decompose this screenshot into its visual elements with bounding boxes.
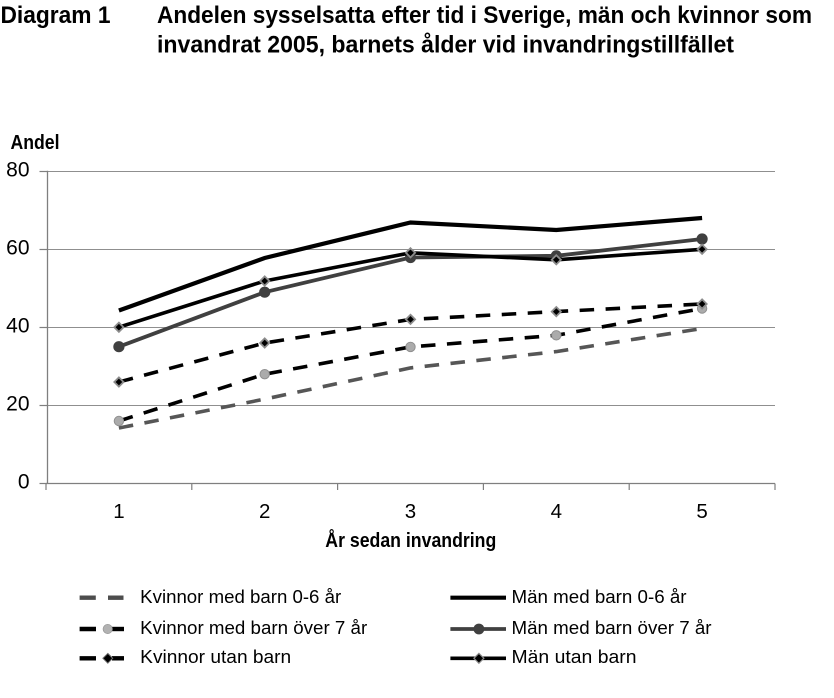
svg-text:3: 3 bbox=[405, 500, 416, 523]
svg-text:80: 80 bbox=[6, 158, 29, 181]
svg-text:Diagram 1: Diagram 1 bbox=[1, 2, 111, 29]
svg-text:0: 0 bbox=[18, 470, 30, 493]
svg-text:Män utan barn: Män utan barn bbox=[512, 647, 637, 667]
svg-text:60: 60 bbox=[6, 236, 29, 259]
svg-text:4: 4 bbox=[551, 500, 562, 523]
svg-text:1: 1 bbox=[113, 500, 124, 523]
svg-text:40: 40 bbox=[6, 314, 29, 337]
svg-text:20: 20 bbox=[6, 392, 29, 415]
svg-text:Kvinnor utan barn: Kvinnor utan barn bbox=[140, 647, 291, 667]
svg-text:2: 2 bbox=[259, 500, 270, 523]
svg-text:Män med barn 0-6 år: Män med barn 0-6 år bbox=[512, 587, 687, 607]
svg-text:Kvinnor med barn över 7 år: Kvinnor med barn över 7 år bbox=[140, 618, 367, 638]
svg-text:invandrat 2005, barnets ålder: invandrat 2005, barnets ålder vid invand… bbox=[157, 32, 734, 59]
svg-text:Andelen sysselsatta efter tid: Andelen sysselsatta efter tid i Sverige,… bbox=[157, 2, 812, 29]
svg-text:Kvinnor med barn 0-6 år: Kvinnor med barn 0-6 år bbox=[140, 587, 341, 607]
svg-text:Andel: Andel bbox=[11, 132, 60, 154]
svg-text:År sedan invandring: År sedan invandring bbox=[325, 528, 496, 552]
svg-text:5: 5 bbox=[696, 500, 707, 523]
svg-text:Män med barn över 7 år: Män med barn över 7 år bbox=[512, 618, 712, 638]
